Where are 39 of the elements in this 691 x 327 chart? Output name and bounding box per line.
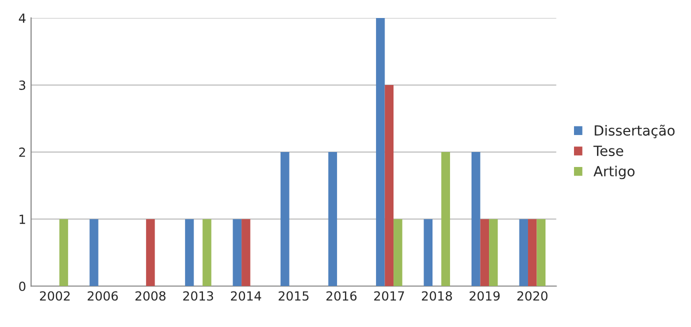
bar: [536, 219, 546, 286]
bar: [424, 219, 433, 286]
y-tick-label: 2: [19, 148, 25, 157]
bar: [146, 219, 155, 286]
legend-label: Tese: [593, 146, 624, 156]
y-tick-label: 0: [19, 282, 26, 292]
bar: [59, 219, 68, 286]
x-tick-label: 2013: [183, 291, 214, 301]
bar: [519, 219, 528, 286]
bar: [202, 219, 212, 286]
bar: [441, 152, 450, 286]
bar: [90, 219, 98, 286]
bar: [232, 219, 242, 286]
bar: [472, 152, 480, 286]
bar: [384, 85, 394, 286]
x-tick-label: 2008: [135, 291, 166, 301]
bar: [328, 152, 338, 286]
bar: [242, 219, 250, 286]
y-tick-label: 1: [20, 214, 26, 224]
bar: [185, 219, 194, 286]
legend-label: Artigo: [594, 166, 635, 180]
x-tick-label: 2002: [40, 291, 70, 301]
bar: [280, 152, 290, 286]
bar: [489, 219, 498, 286]
bar: [480, 219, 490, 286]
bar: [376, 18, 385, 286]
x-tick-label: 2019: [470, 291, 500, 301]
x-tick-label: 2020: [517, 291, 548, 301]
x-tick-label: 2015: [278, 291, 308, 301]
x-tick-label: 2018: [422, 291, 452, 301]
bar: [528, 219, 537, 286]
y-tick-label: 3: [19, 80, 26, 90]
bar: [394, 219, 402, 286]
x-tick-label: 2014: [230, 291, 262, 301]
legend-label: Dissertação: [594, 124, 675, 138]
x-tick-label: 2017: [374, 291, 404, 301]
x-tick-label: 2006: [88, 291, 118, 301]
x-tick-label: 2016: [326, 291, 357, 301]
y-tick-label: 4: [18, 14, 26, 23]
